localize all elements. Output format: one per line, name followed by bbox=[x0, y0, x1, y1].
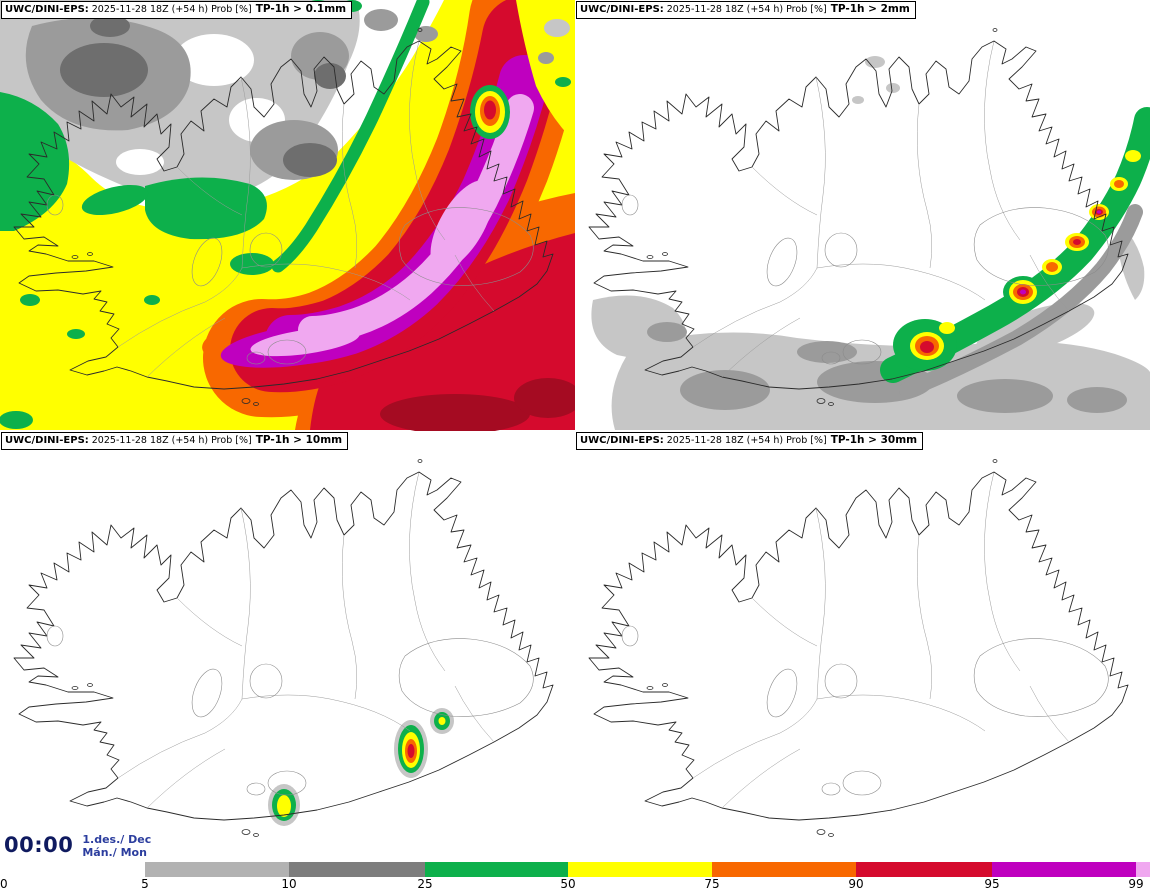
colorbar-segment bbox=[712, 862, 856, 877]
prob-label: Prob [%] bbox=[211, 4, 252, 15]
colorbar-segment bbox=[568, 862, 712, 877]
colorbar-tick-label: 90 bbox=[848, 877, 864, 891]
colorbar-tick-label: 50 bbox=[560, 877, 576, 891]
map-panel-tp-10mm: UWC/DINI-EPS: 2025-11-28 18Z (+54 h) Prob … bbox=[0, 431, 575, 862]
panel-title: UWC/DINI-EPS: 2025-11-28 18Z (+54 h) Prob … bbox=[1, 1, 353, 19]
colorbar-segment bbox=[856, 862, 992, 877]
colorbar-segment bbox=[289, 862, 425, 877]
model-label: UWC/DINI-EPS: bbox=[5, 435, 89, 446]
panel-title: UWC/DINI-EPS: 2025-11-28 18Z (+54 h) Prob … bbox=[1, 432, 349, 450]
prob-label: Prob [%] bbox=[786, 4, 827, 15]
colorbar-tick-label: 0 bbox=[0, 877, 8, 891]
colorbar-labels: 0 5 10 25 50 75 90 95 99 bbox=[0, 877, 1150, 891]
colorbar-segment bbox=[425, 862, 568, 877]
map-panel-tp-0p1mm: UWC/DINI-EPS: 2025-11-28 18Z (+54 h) Prob … bbox=[0, 0, 575, 431]
map-grid: UWC/DINI-EPS: 2025-11-28 18Z (+54 h) Prob … bbox=[0, 0, 1150, 862]
run-label: 2025-11-28 18Z (+54 h) bbox=[666, 4, 784, 15]
probability-colorbar bbox=[0, 862, 1150, 877]
threshold-label: TP-1h > 2mm bbox=[830, 3, 910, 15]
colorbar-tick-label: 10 bbox=[281, 877, 297, 891]
prob-label: Prob [%] bbox=[211, 435, 252, 446]
date-line-1: 1.des./ Dec bbox=[82, 833, 152, 846]
colorbar-segment bbox=[992, 862, 1136, 877]
run-label: 2025-11-28 18Z (+54 h) bbox=[666, 435, 784, 446]
valid-time-block: 00:00 1.des./ Dec Mán./ Mon bbox=[3, 831, 156, 859]
panel-title: UWC/DINI-EPS: 2025-11-28 18Z (+54 h) Prob … bbox=[576, 1, 916, 19]
threshold-label: TP-1h > 10mm bbox=[255, 434, 343, 446]
model-label: UWC/DINI-EPS: bbox=[5, 4, 89, 15]
valid-date: 1.des./ Dec Mán./ Mon bbox=[82, 831, 151, 859]
coastline-layer bbox=[13, 444, 554, 837]
map-panel-tp-30mm: UWC/DINI-EPS: 2025-11-28 18Z (+54 h) Prob … bbox=[575, 431, 1150, 862]
run-label: 2025-11-28 18Z (+54 h) bbox=[91, 4, 209, 15]
run-label: 2025-11-28 18Z (+54 h) bbox=[91, 435, 209, 446]
map-canvas-tp-10mm bbox=[13, 444, 554, 837]
colorbar-segment bbox=[145, 862, 289, 877]
map-panel-tp-2mm: UWC/DINI-EPS: 2025-11-28 18Z (+54 h) Prob … bbox=[575, 0, 1150, 431]
colorbar-segment bbox=[1136, 862, 1150, 877]
colorbar-tick-label: 99 bbox=[1128, 877, 1144, 891]
precip-field-layer bbox=[0, 0, 575, 431]
map-canvas-tp-30mm bbox=[588, 444, 1129, 837]
map-canvas-tp-0p1mm bbox=[0, 0, 575, 431]
precip-field-layer bbox=[591, 56, 1150, 430]
threshold-label: TP-1h > 0.1mm bbox=[255, 3, 347, 15]
precip-field-layer bbox=[268, 708, 454, 826]
date-line-2: Mán./ Mon bbox=[82, 846, 147, 859]
colorbar-tick-label: 25 bbox=[417, 877, 433, 891]
valid-time: 00:00 bbox=[4, 833, 74, 857]
map-canvas-tp-2mm bbox=[588, 13, 1150, 430]
colorbar-tick-label: 5 bbox=[141, 877, 149, 891]
panel-title: UWC/DINI-EPS: 2025-11-28 18Z (+54 h) Prob … bbox=[576, 432, 924, 450]
prob-label: Prob [%] bbox=[786, 435, 827, 446]
threshold-label: TP-1h > 30mm bbox=[830, 434, 918, 446]
colorbar-tick-label: 75 bbox=[704, 877, 720, 891]
model-label: UWC/DINI-EPS: bbox=[580, 435, 664, 446]
colorbar-tick-label: 95 bbox=[984, 877, 1000, 891]
coastline-layer bbox=[588, 444, 1129, 837]
model-label: UWC/DINI-EPS: bbox=[580, 4, 664, 15]
